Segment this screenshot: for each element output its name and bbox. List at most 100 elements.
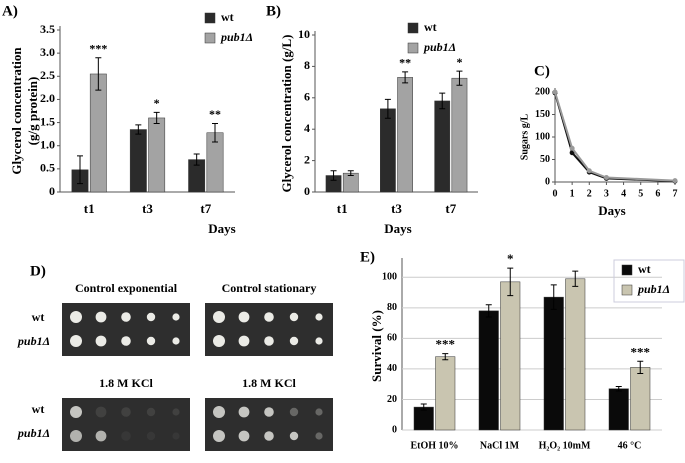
spot: [95, 406, 107, 418]
spot: [315, 337, 323, 345]
bar: [148, 117, 166, 193]
y-tick-label: 1.5: [40, 114, 55, 128]
error-bar: [572, 270, 579, 287]
error-bar: [95, 57, 102, 91]
y-tick-label: 1.0: [40, 137, 55, 151]
legend-swatch: [204, 12, 216, 24]
x-tick-label: t1: [84, 201, 95, 216]
y-tick-label: 0: [545, 176, 550, 187]
significance-label: ***: [89, 42, 107, 56]
y-tick-label: 150: [535, 109, 550, 120]
plate: [62, 398, 190, 451]
legend-swatch: [407, 42, 419, 54]
y-tick-label: 2.0: [40, 91, 55, 105]
bar: [397, 77, 413, 193]
spot: [264, 312, 274, 322]
spot: [315, 408, 323, 416]
bar: [129, 129, 147, 193]
y-tick-label: 2.5: [40, 68, 55, 82]
y-tick-label: 2: [304, 152, 310, 166]
y-tick-label: 40: [387, 363, 397, 374]
x-tick-label: t7: [445, 201, 456, 216]
spot: [172, 313, 180, 321]
point: [603, 175, 609, 180]
point: [569, 145, 575, 151]
panel-label: D): [30, 263, 46, 279]
error-bar: [193, 153, 200, 166]
y-tick-label: 60: [387, 333, 397, 344]
significance-label: **: [399, 56, 411, 70]
spot: [315, 313, 323, 321]
spot: [121, 407, 131, 417]
spot: [264, 407, 274, 417]
legend-swatch: [407, 22, 419, 34]
legend-label: pub1Δ: [637, 282, 670, 296]
y-tick-label: 100: [535, 131, 550, 142]
error-bar: [420, 403, 427, 411]
y-tick-label: 50: [540, 154, 550, 165]
point: [672, 178, 678, 184]
error-bar: [507, 267, 514, 297]
legend-label: pub1Δ: [220, 30, 253, 44]
legend-label: wt: [424, 20, 437, 34]
spot: [238, 311, 250, 323]
significance-label: *: [507, 251, 514, 266]
bar: [608, 388, 629, 431]
legend-label: pub1Δ: [423, 40, 456, 54]
bar: [434, 100, 451, 193]
spot: [146, 336, 156, 346]
x-tick-label: EtOH 10%: [410, 440, 458, 451]
line: [554, 92, 676, 183]
x-axis-label: Days: [208, 221, 235, 236]
spot: [70, 311, 82, 323]
spot: [238, 430, 250, 442]
strain-label: pub1Δ: [17, 426, 50, 440]
plate-title: 1.8 M KCl: [242, 376, 296, 390]
significance-label: ***: [436, 337, 456, 352]
bar: [565, 278, 586, 431]
bar: [500, 281, 521, 431]
x-tick-label: 7: [673, 188, 678, 199]
y-tick-label: 4: [304, 121, 310, 135]
spot: [213, 430, 225, 442]
y-axis-label: Glycerol concentration: [9, 47, 24, 175]
spot: [95, 335, 107, 347]
error-bar: [135, 124, 142, 135]
spot: [264, 431, 274, 441]
spot: [172, 432, 180, 440]
y-tick-label: 6: [304, 90, 310, 104]
bar: [89, 73, 107, 193]
plate: [62, 303, 190, 356]
y-tick-label: 0: [304, 184, 310, 198]
y-tick-label: 8: [304, 58, 310, 72]
x-tick-label: H₂O₂ 10mM: [539, 440, 591, 451]
y-tick-label: 20: [387, 394, 397, 405]
legend-label: wt: [221, 10, 234, 24]
x-tick-label: t3: [391, 201, 402, 216]
error-bar: [615, 385, 622, 392]
error-bar: [402, 71, 409, 84]
spot: [213, 335, 225, 347]
y-axis-label: Sugars g/L: [519, 113, 530, 160]
x-tick-label: t1: [337, 201, 348, 216]
spot: [213, 311, 225, 323]
plate-title: Control stationary: [222, 281, 317, 295]
bar: [380, 108, 396, 193]
x-axis-label: Days: [598, 203, 625, 218]
error-bar: [550, 284, 557, 310]
y-tick-label: 0.5: [40, 161, 55, 175]
error-bar: [442, 353, 449, 361]
spot: [238, 335, 250, 347]
x-tick-label: 2: [587, 188, 592, 199]
spot: [95, 430, 107, 442]
y-axis-label: Survival (%): [369, 310, 384, 382]
y-tick-label: 100: [382, 272, 397, 283]
bar: [478, 310, 499, 431]
legend-swatch: [621, 264, 633, 276]
point: [586, 168, 592, 174]
y-axis-label: Glycerol concentration (g/L): [279, 35, 294, 193]
panel-label: A): [2, 3, 18, 19]
legend-label: wt: [638, 262, 651, 276]
legend-box: [613, 259, 685, 303]
